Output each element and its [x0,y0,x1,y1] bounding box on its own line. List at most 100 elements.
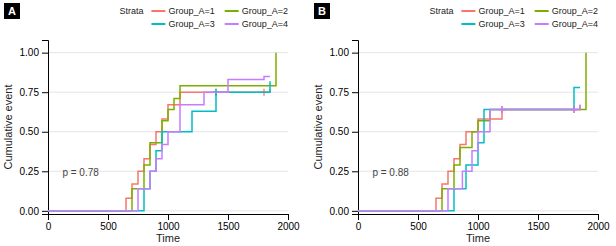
legend-entry: Group_A=2 [535,6,598,16]
axis-line [42,41,49,215]
tick: 0.75 [330,87,358,98]
tick-mark [228,214,229,220]
legend-swatch [225,23,239,25]
tick-mark [42,171,48,172]
tick: 0.50 [20,126,48,137]
tick-mark [42,132,48,133]
curve [358,105,580,211]
tick: 1500 [527,214,550,232]
tick-mark [42,211,48,212]
legend-label: Group_A=3 [478,19,524,29]
tick-label: 2000 [277,221,300,232]
tick-mark [42,53,48,54]
censor-mark [571,106,578,113]
tick-label: 0.00 [20,206,40,217]
legend-entry: Group_A=1 [151,6,214,16]
axis-line [49,215,289,221]
tick: 1.00 [330,47,358,58]
curve [358,87,580,210]
tick: 500 [410,214,427,232]
tick: 0.00 [330,206,358,217]
tick-mark [352,211,358,212]
curve [48,81,270,211]
tick-label: 0 [356,221,362,232]
tick-mark [598,214,599,220]
tick-label: 1000 [157,221,180,232]
legend-swatch [225,10,239,12]
grid [358,53,598,211]
curve [358,105,580,211]
tick: 0.25 [20,166,48,177]
tick-label: 0.25 [330,166,350,177]
legend-entry: Group_A=4 [225,19,288,29]
tick-label: 1.00 [330,47,350,58]
legend-label: Group_A=2 [242,6,288,16]
x-axis: 0500100015002000 [356,214,610,232]
tick-label: 0.00 [330,206,350,217]
panel-label-box [4,3,20,19]
tick-mark [352,53,358,54]
tick: 1.00 [20,47,48,58]
legend-label: Group_A=1 [478,6,524,16]
tick: 0.75 [20,87,48,98]
legend-label: Group_A=3 [168,19,214,29]
legend-entry: Group_A=3 [461,19,524,29]
y-axis-title: Cumulative event [312,85,324,170]
tick-label: 1500 [217,221,240,232]
x-axis: 0 500 1000 1500 2000 [46,214,300,232]
tick-mark [352,132,358,133]
legend: StrataGroup_A=1Group_A=2Group_A=3Group_A… [429,6,598,29]
y-axis-title: Cumulative event [2,85,14,170]
legend-swatch [535,10,549,12]
tick-label: 500 [100,221,117,232]
panel-label-text: A [8,5,16,17]
tick-label: 1500 [527,221,550,232]
panel: 05001000150020000.000.250.500.751.00Time… [2,3,300,244]
tick: 0 [46,214,52,232]
axis-line [352,41,359,215]
grid [48,53,288,211]
tick: 2000 [587,214,610,232]
tick-mark [108,214,109,220]
tick-label: 0.25 [20,166,40,177]
tick-label: 500 [410,221,427,232]
tick-label: 1.00 [20,47,40,58]
tick-mark [168,214,169,220]
tick: 1500 [217,214,240,232]
curve [48,53,276,211]
annotation: p = 0.88 [372,167,409,178]
y-axis: 0.00 0.25 0.50 0.75 1.00 [20,41,49,217]
tick-label: 2000 [587,221,610,232]
legend-swatch [461,23,475,25]
grid-line [358,52,598,53]
censor-mark [571,106,578,113]
tick: 500 [100,214,117,232]
y-axis: 0.00 0.25 0.50 0.75 1.00 [330,41,359,217]
legend-label: Group_A=1 [168,6,214,16]
tick-label: 0 [46,221,52,232]
annotation: p = 0.78 [62,167,99,178]
panel-label: B [314,3,330,19]
tick-mark [478,214,479,220]
tick-mark [352,171,358,172]
panel: 05001000150020000.000.250.500.751.00Time… [312,3,610,244]
legend-entry: Group_A=2 [225,6,288,16]
legend-label: Group_A=2 [552,6,598,16]
grid-line [358,92,598,93]
tick-label: 0.50 [20,126,40,137]
legend-label: Group_A=4 [242,19,288,29]
plot-area [358,53,586,211]
curve [48,76,270,210]
legend-entry: Group_A=1 [461,6,524,16]
legend-swatch [535,23,549,25]
tick: 0.00 [20,206,48,217]
tick-mark [418,214,419,220]
tick: 0.50 [330,126,358,137]
panel-label-text: B [318,5,326,17]
plot-area [48,53,276,211]
tick: 0 [356,214,362,232]
curve [358,53,586,211]
legend: Strata Group_A=1 Group_A=2 Group_A=3 Group_A… [119,6,288,29]
legend-title: Strata [119,6,143,16]
x-axis-title: Time [466,232,490,244]
